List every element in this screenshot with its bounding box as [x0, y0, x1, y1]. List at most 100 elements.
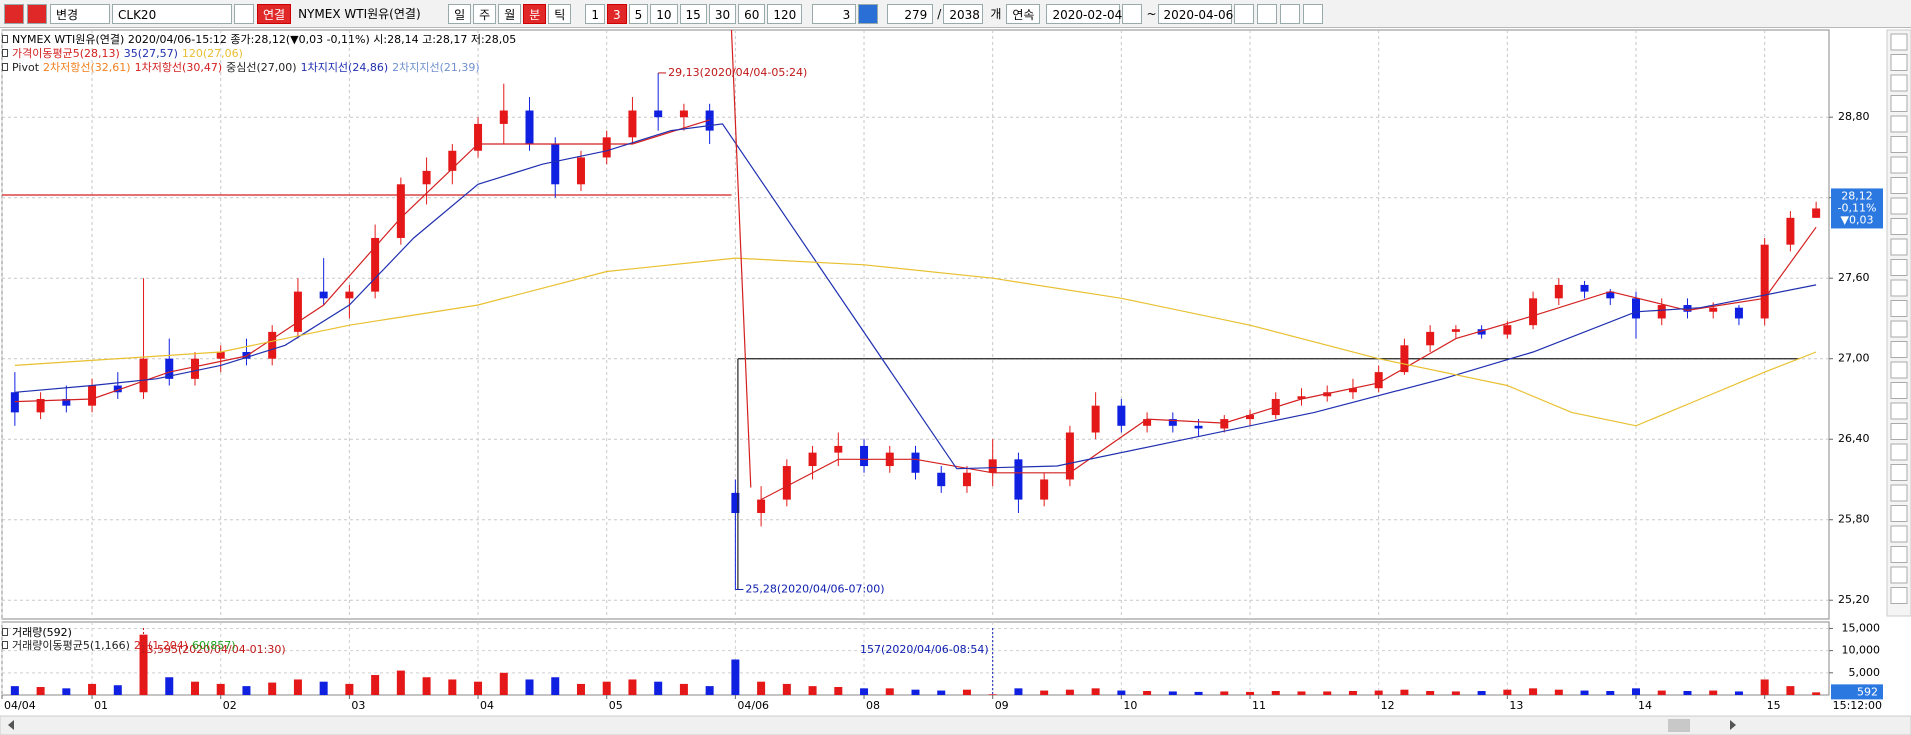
- scroll-left[interactable]: [8, 720, 14, 730]
- tool-button[interactable]: [1890, 525, 1908, 543]
- volume-bar: [396, 670, 405, 695]
- tool-button[interactable]: [1890, 464, 1908, 481]
- symbol-input[interactable]: CLK20: [112, 3, 232, 24]
- tool-button[interactable]: [1890, 238, 1908, 256]
- candle-body: [1194, 425, 1203, 429]
- period-button[interactable]: 주: [473, 3, 497, 24]
- tool-button[interactable]: [1890, 279, 1908, 297]
- candle-body: [731, 492, 740, 514]
- interval-button[interactable]: 10: [650, 3, 678, 24]
- tool-button[interactable]: [1890, 505, 1908, 522]
- end-date[interactable]: 2020-04-06: [1157, 3, 1233, 24]
- candle-body: [782, 466, 791, 500]
- volume-bar: [1554, 689, 1563, 695]
- tool-button[interactable]: [1890, 33, 1908, 51]
- menu-icon[interactable]: [4, 3, 24, 24]
- tool-button[interactable]: [1890, 566, 1908, 584]
- candle-body: [834, 445, 843, 453]
- indicator-line: [14, 119, 1817, 501]
- tool-button[interactable]: [1890, 320, 1908, 338]
- volume-bar: [319, 681, 328, 695]
- candle-body: [345, 291, 354, 299]
- legend-item: 1차저항선(30,47): [134, 61, 223, 74]
- x-tick-label: 13: [1509, 699, 1523, 712]
- tool-button[interactable]: [1890, 218, 1908, 235]
- x-tick-label: 04: [480, 699, 494, 712]
- interval-button[interactable]: 5: [628, 3, 649, 24]
- volume-bar: [1348, 691, 1357, 695]
- interval-button[interactable]: 60: [738, 3, 766, 24]
- legend-item: 60(857): [192, 638, 236, 652]
- tool-button[interactable]: [1890, 341, 1908, 358]
- tool-icon[interactable]: [1302, 3, 1323, 24]
- tool-button[interactable]: [1890, 382, 1908, 399]
- mode-select[interactable]: 변경: [50, 3, 110, 24]
- tool-button[interactable]: [1890, 156, 1908, 174]
- tool-button[interactable]: [1890, 484, 1908, 502]
- period-button[interactable]: 분: [523, 3, 547, 24]
- y-tick-label: 25,80: [1838, 513, 1870, 526]
- calendar-icon[interactable]: [1233, 3, 1254, 24]
- tool-button[interactable]: [1890, 587, 1908, 604]
- candle-body: [1323, 392, 1332, 397]
- down-button[interactable]: [858, 3, 879, 24]
- volume-bar: [679, 683, 688, 695]
- candle-body: [1606, 291, 1615, 299]
- continuous-button[interactable]: 연속: [1006, 3, 1041, 24]
- save-icon[interactable]: [1256, 3, 1277, 24]
- volume-bar: [1657, 690, 1666, 695]
- step-input[interactable]: 3: [812, 3, 857, 24]
- tool-button[interactable]: [1890, 402, 1908, 420]
- candle-body: [1091, 405, 1100, 433]
- interval-button[interactable]: 1: [585, 3, 605, 24]
- volume-bar: [1323, 691, 1332, 695]
- save-icon[interactable]: [27, 3, 47, 24]
- info-line: NYMEX WTI원유(연결) 2020/04/06-15:12 종가:28,1…: [2, 31, 516, 47]
- scrollbar[interactable]: [0, 715, 1911, 735]
- period-button[interactable]: 월: [498, 3, 522, 24]
- tool-icon[interactable]: [1279, 3, 1300, 24]
- volume-bar: [1632, 688, 1641, 695]
- shown-count[interactable]: 279: [887, 3, 934, 24]
- interval-button[interactable]: 3: [606, 3, 627, 24]
- tool-button[interactable]: [1890, 115, 1908, 133]
- volume-bar: [345, 683, 354, 695]
- search-button[interactable]: [234, 3, 254, 24]
- period-button[interactable]: 틱: [548, 3, 572, 24]
- candle-body: [551, 144, 560, 185]
- tool-button[interactable]: [1890, 300, 1908, 317]
- volume-tag: [1831, 684, 1883, 700]
- candle-body: [319, 291, 328, 299]
- interval-button[interactable]: 120: [767, 3, 803, 24]
- period-button[interactable]: 일: [448, 3, 472, 24]
- scroll-thumb[interactable]: [1668, 719, 1690, 732]
- tool-button[interactable]: [1890, 361, 1908, 379]
- tool-button[interactable]: [1890, 136, 1908, 153]
- interval-button[interactable]: 15: [679, 3, 707, 24]
- volume-bar: [242, 686, 251, 695]
- tool-button[interactable]: [1890, 197, 1908, 215]
- candle-body: [1117, 405, 1126, 426]
- volume-bar: [782, 683, 791, 695]
- tool-button[interactable]: [1890, 443, 1908, 461]
- link-button[interactable]: 연결: [257, 3, 292, 24]
- tool-button[interactable]: [1890, 177, 1908, 194]
- tool-button[interactable]: [1890, 546, 1908, 563]
- volume-bar: [885, 688, 894, 695]
- scroll-right[interactable]: [1730, 720, 1736, 730]
- volume-bar: [1246, 691, 1255, 695]
- tool-button[interactable]: [1890, 95, 1908, 112]
- tool-button[interactable]: [1890, 54, 1908, 71]
- tool-button[interactable]: [1890, 423, 1908, 440]
- legend-item: 중심선(27,00): [226, 61, 297, 74]
- calendar-icon[interactable]: [1122, 3, 1143, 24]
- tool-button[interactable]: [1890, 259, 1908, 276]
- volume-bar: [165, 677, 174, 695]
- candle-body: [1632, 298, 1641, 319]
- interval-button[interactable]: 30: [708, 3, 737, 24]
- volume-bar: [190, 681, 199, 695]
- start-date[interactable]: 2020-02-04: [1046, 3, 1122, 24]
- tool-button[interactable]: [1890, 74, 1908, 92]
- y-tick-label: 27,00: [1838, 352, 1870, 365]
